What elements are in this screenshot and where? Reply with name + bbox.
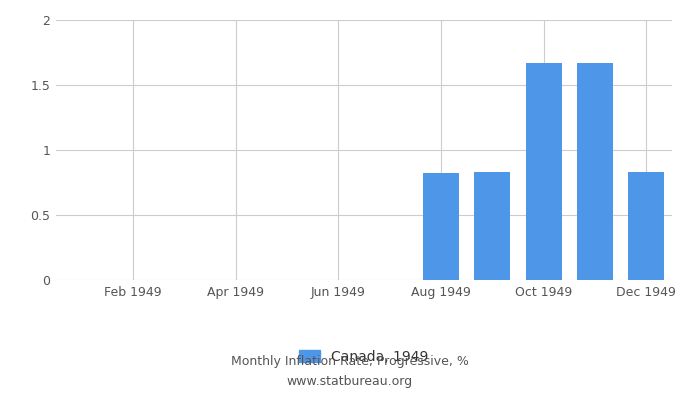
- Legend: Canada, 1949: Canada, 1949: [294, 344, 434, 369]
- Text: www.statbureau.org: www.statbureau.org: [287, 376, 413, 388]
- Bar: [423, 174, 459, 280]
- Bar: [629, 172, 664, 280]
- Bar: [577, 63, 613, 280]
- Bar: [475, 172, 510, 280]
- Text: Monthly Inflation Rate, Progressive, %: Monthly Inflation Rate, Progressive, %: [231, 356, 469, 368]
- Bar: [526, 63, 561, 280]
